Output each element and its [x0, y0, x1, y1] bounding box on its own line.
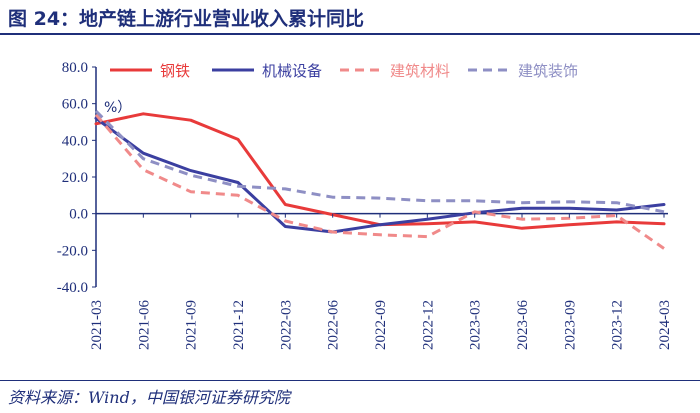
series-line-建筑材料	[94, 113, 665, 250]
y-tick-label: 20.0	[62, 170, 88, 186]
y-tick-label: 40.0	[62, 133, 88, 149]
series-lines	[94, 109, 666, 250]
x-tick-label: 2024-03	[657, 300, 673, 350]
series-line-建筑装饰	[94, 109, 665, 214]
y-tick-label: -40.0	[57, 280, 88, 296]
title-divider	[0, 33, 700, 35]
line-chart: 80.060.040.020.00.0-20.0-40.0 2021-03 202…	[57, 60, 673, 350]
source-note: 资料来源：Wind，中国银河证券研究院	[8, 388, 290, 407]
source-divider	[0, 380, 700, 381]
axes	[95, 67, 668, 287]
x-tick-label: 2021-03	[89, 300, 105, 350]
x-tick-label: 2022-09	[373, 300, 389, 350]
y-tick-label: -20.0	[57, 243, 88, 259]
legend: 钢铁 机械设备 建筑材料 建筑装饰	[110, 62, 578, 80]
chart-title: 图 24：地产链上游行业营业收入累计同比	[8, 8, 365, 30]
x-tick-label: 2021-06	[136, 300, 152, 350]
series-line-机械设备	[94, 116, 666, 234]
legend-label: 钢铁	[160, 62, 190, 80]
x-tick-label: 2022-06	[326, 300, 342, 350]
x-tick-label: 2023-09	[562, 300, 578, 350]
y-tick-label: 0.0	[69, 207, 88, 223]
y-tick-label: 80.0	[62, 60, 88, 76]
x-tick-label: 2021-12	[231, 300, 247, 350]
y-unit-label: %）	[104, 100, 131, 116]
x-tick-label: 2023-03	[468, 300, 484, 350]
x-tick-label: 2022-03	[278, 300, 294, 350]
legend-label: 建筑材料	[390, 62, 450, 80]
y-axis-ticks: 80.0 60.0 40.0 20.0 0.0 -20.0 -40.0	[57, 60, 96, 296]
legend-label: 建筑装饰	[518, 62, 578, 80]
x-tick-label: 2023-06	[515, 300, 531, 350]
x-tick-label: 2023-12	[610, 300, 626, 350]
y-tick-label: 60.0	[62, 97, 88, 113]
x-axis-ticks: 2021-03 2021-06 2021-09 2021-12 2022-03 2022-…	[89, 213, 673, 350]
legend-label: 机械设备	[262, 62, 322, 80]
x-tick-label: 2021-09	[184, 300, 200, 350]
x-tick-label: 2022-12	[420, 300, 436, 350]
